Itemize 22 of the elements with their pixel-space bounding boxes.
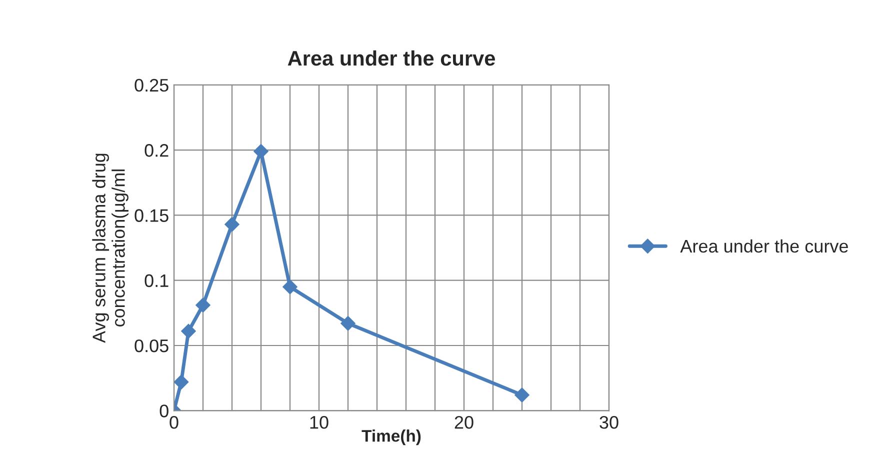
chart-title: Area under the curve	[288, 50, 495, 66]
y-tick-label: 0.2	[144, 144, 168, 157]
point	[514, 388, 530, 402]
x-tick-label: 10	[310, 416, 328, 429]
point	[181, 324, 196, 339]
point	[196, 298, 210, 313]
x-axis-title: Time(h)	[362, 430, 421, 446]
point	[224, 216, 240, 232]
x-tick-label: 30	[600, 416, 618, 429]
y-tick-label: 0.05	[134, 339, 168, 352]
point	[340, 316, 356, 331]
y-tick-label: 0	[160, 404, 168, 418]
x-tick-label: 20	[454, 416, 474, 429]
y-axis-title: Avg serum plasma drug concentration(µg/ml	[92, 154, 128, 343]
legend-label: Area under the curve	[680, 239, 848, 253]
y-tick-label: 0.15	[134, 209, 168, 222]
y-tick-label: 0.1	[144, 274, 168, 288]
point	[254, 144, 268, 159]
point	[282, 279, 298, 294]
x-tick-label: 0	[170, 416, 178, 429]
y-tick-label: 0.25	[134, 78, 168, 92]
point	[174, 374, 189, 390]
